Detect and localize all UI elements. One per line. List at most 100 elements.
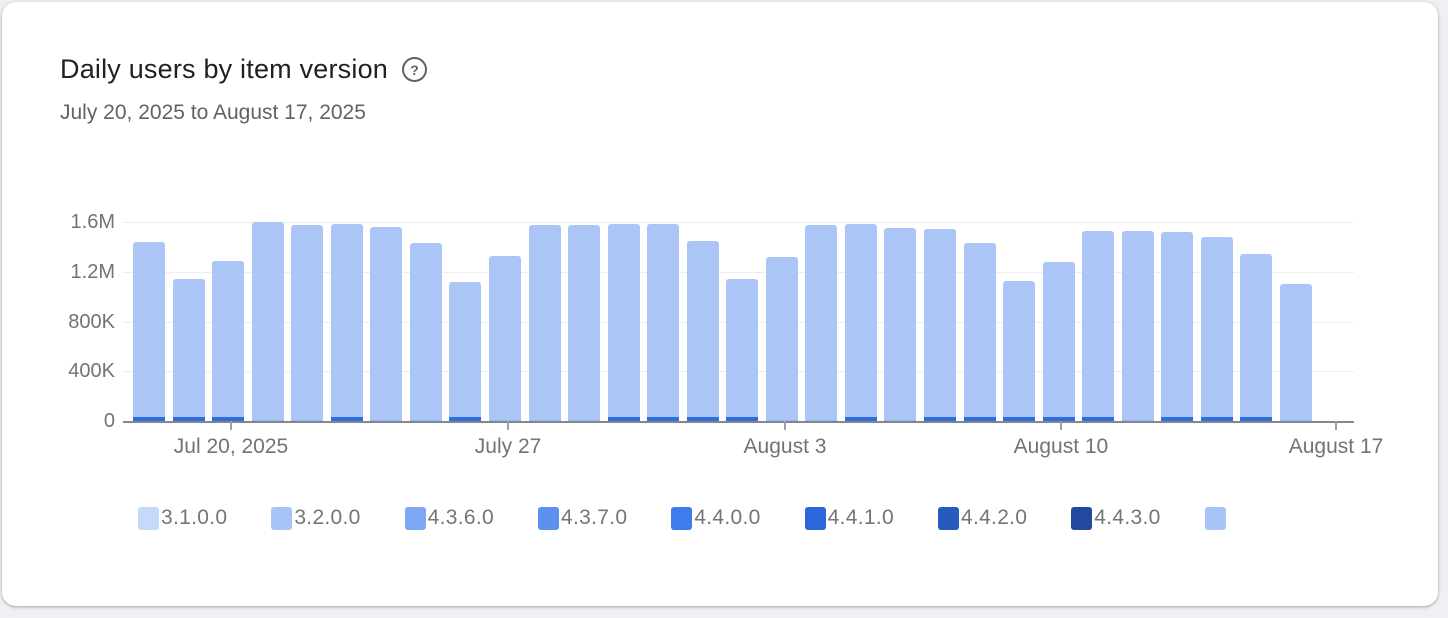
bar-segment-base <box>1279 419 1312 421</box>
bar-day-14[interactable] <box>647 223 680 421</box>
bar-segment-main <box>291 225 324 420</box>
bar-day-29[interactable] <box>1240 254 1273 421</box>
help-icon[interactable]: ? <box>402 57 428 82</box>
legend-swatch <box>138 506 159 530</box>
legend-swatch <box>537 506 559 530</box>
bar-day-1[interactable] <box>133 241 165 421</box>
bar-day-25[interactable] <box>1082 230 1115 421</box>
x-axis-tick <box>1059 421 1062 430</box>
bar-segment-base <box>1161 417 1194 421</box>
gridline <box>123 271 1354 273</box>
x-axis-label: August 17 <box>1288 435 1384 458</box>
bar-segment-base <box>686 417 719 421</box>
bar-segment-base <box>1121 419 1154 421</box>
bar-segment-main <box>1121 230 1154 420</box>
bar-segment-base <box>488 419 521 421</box>
bar-segment-base <box>884 419 917 421</box>
bar-segment-base <box>172 417 205 421</box>
legend-item-4.3.6.0: 4.3.6.0 <box>404 506 494 530</box>
y-axis-label: 400K <box>68 360 115 383</box>
bar-day-13[interactable] <box>607 223 640 421</box>
bar-day-16[interactable] <box>726 279 759 421</box>
legend-swatch <box>937 506 959 530</box>
bar-day-30[interactable] <box>1279 284 1312 421</box>
bar-segment-base <box>370 419 403 421</box>
bar-day-6[interactable] <box>330 223 363 421</box>
page-title: Daily users by item version <box>60 54 389 84</box>
legend-swatch <box>804 506 826 530</box>
bar-segment-main <box>251 222 284 420</box>
bar-segment-main <box>963 242 996 418</box>
bar-segment-main <box>884 227 917 420</box>
bar-day-12[interactable] <box>568 224 601 421</box>
bar-segment-main <box>726 279 759 418</box>
x-axis-label: July 27 <box>474 435 542 458</box>
bar-day-21[interactable] <box>924 228 956 421</box>
x-axis-label: Jul 20, 2025 <box>173 435 289 458</box>
legend-label: 4.4.0.0 <box>694 506 761 529</box>
x-axis-tick <box>784 421 786 430</box>
bar-segment-base <box>647 417 680 421</box>
date-range-subtitle: July 20, 2025 to August 17, 2025 <box>60 101 366 124</box>
bar-day-18[interactable] <box>805 224 838 421</box>
plot-area: Jul 20, 2025 July 27 August 3 August 10 Augu… <box>123 222 1383 458</box>
bar-day-26[interactable] <box>1121 230 1154 421</box>
legend-label: 3.1.0.0 <box>161 506 228 529</box>
bar-segment-base <box>607 417 640 421</box>
bar-day-20[interactable] <box>884 227 917 421</box>
legend-label: 4.4.3.0 <box>1094 506 1161 529</box>
x-axis-label: August 10 <box>1013 435 1109 458</box>
bar-day-15[interactable] <box>686 240 719 421</box>
x-axis-line <box>123 421 1354 423</box>
bar-segment-base <box>449 417 482 421</box>
bar-day-11[interactable] <box>528 225 561 421</box>
bar-day-19[interactable] <box>844 223 877 421</box>
bar-segment-main <box>488 255 521 420</box>
bar-day-17[interactable] <box>765 257 798 421</box>
bar-day-8[interactable] <box>409 242 442 421</box>
bar-day-7[interactable] <box>370 226 403 421</box>
bar-day-9[interactable] <box>449 281 482 421</box>
y-axis-label: 1.6M <box>70 211 115 233</box>
bar-segment-base <box>805 419 838 421</box>
bar-segment-base <box>1003 417 1036 421</box>
bar-day-10[interactable] <box>488 255 521 421</box>
bar-day-23[interactable] <box>1003 281 1036 421</box>
legend-item-4.4.0.0: 4.4.0.0 <box>671 506 760 530</box>
bar-segment-main <box>172 279 205 418</box>
bar-segment-main <box>449 281 482 418</box>
legend-swatch <box>404 506 426 530</box>
bar-segment-base <box>212 417 245 421</box>
bar-segment-main <box>1161 231 1194 418</box>
bar-day-3[interactable] <box>212 261 245 421</box>
bar-day-24[interactable] <box>1042 262 1075 421</box>
bar-segment-main <box>528 225 561 420</box>
legend-item-4.3.7.0: 4.3.7.0 <box>537 506 628 530</box>
bar-day-2[interactable] <box>172 279 205 421</box>
bar-segment-base <box>726 417 759 421</box>
bar-segment-base <box>1042 417 1075 421</box>
bar-segment-base <box>1240 417 1273 421</box>
bar-segment-base <box>924 417 956 421</box>
bar-segment-base <box>133 417 165 421</box>
bar-segment-main <box>765 257 798 420</box>
x-axis-label: August 3 <box>743 435 827 458</box>
legend-item-4.4.3.0: 4.4.3.0 <box>1071 506 1160 530</box>
bar-day-5[interactable] <box>291 225 324 421</box>
x-axis-tick <box>507 421 510 430</box>
bar-segment-main <box>686 240 719 418</box>
legend-label: 4.4.1.0 <box>827 506 894 529</box>
y-axis-label: 0 <box>103 410 115 432</box>
bar-day-22[interactable] <box>963 242 996 421</box>
legend-label: 4.3.7.0 <box>560 506 628 529</box>
legend-label: 4.4.2.0 <box>960 506 1028 529</box>
bar-day-4[interactable] <box>251 222 284 421</box>
bar-segment-base <box>251 419 284 421</box>
bar-day-28[interactable] <box>1200 236 1233 421</box>
bar-segment-base <box>765 419 798 421</box>
bar-segment-base <box>409 419 442 421</box>
legend-label: 4.3.6.0 <box>427 506 494 529</box>
bar-day-27[interactable] <box>1161 231 1194 421</box>
legend-swatch <box>671 506 693 530</box>
bar-segment-main <box>1003 281 1036 418</box>
